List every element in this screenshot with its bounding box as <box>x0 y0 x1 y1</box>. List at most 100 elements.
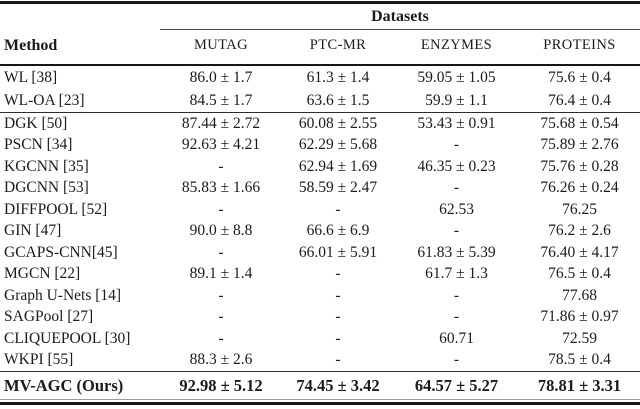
value-cell: 88.3 ± 2.6 <box>189 351 253 368</box>
value-cell: 92.63 ± 4.21 <box>181 136 261 153</box>
table-top-rule <box>0 1 640 4</box>
value-cell: 76.40 ± 4.17 <box>540 243 619 261</box>
value-cell: 71.86 ± 0.97 <box>540 308 619 325</box>
method-cell: DGCNN [53] <box>4 179 89 196</box>
table-row: KGCNN [35] - 62.94 ± 1.69 46.35 ± 0.23 75.76… <box>0 156 640 178</box>
value-cell: 60.08 ± 2.55 <box>282 111 394 134</box>
value-cell: - <box>453 179 460 196</box>
value-cell: - <box>218 200 224 218</box>
method-cell: WL-OA [23] <box>4 91 85 109</box>
table-head: Datasets Method MUTAG PTC-MR ENZYMES PRO… <box>0 4 640 66</box>
value-cell: 75.76 ± 0.28 <box>540 157 619 175</box>
value-cell: 77.68 <box>562 286 597 304</box>
value-cell: 85.83 ± 1.66 <box>181 179 261 196</box>
value-cell: - <box>335 351 341 368</box>
table-row: WKPI [55] 88.3 ± 2.6 - - 78.5 ± 0.4 <box>0 349 640 371</box>
method-cell: DGK [50] <box>0 111 160 134</box>
table-row: Graph U-Nets [14] - - - 77.68 <box>0 285 640 307</box>
method-cell: DIFFPOOL [52] <box>4 200 108 218</box>
table-row: DIFFPOOL [52] - - 62.53 76.25 <box>0 199 640 221</box>
table-row: DGCNN [53] 85.83 ± 1.66 58.59 ± 2.47 - 76.26… <box>0 177 640 199</box>
column-header-proteins: PROTEINS <box>519 29 640 66</box>
table-bottom-rule-thick <box>0 401 640 405</box>
value-cell: 75.89 ± 2.76 <box>540 136 619 153</box>
table-row: GCAPS-CNN[45] - 66.01 ± 5.91 61.83 ± 5.39 76… <box>0 242 640 264</box>
value-cell: 75.6 ± 0.4 <box>548 68 611 86</box>
table-row: MV-AGC (Ours) 92.98 ± 5.12 74.45 ± 3.42 64.… <box>0 370 640 399</box>
value-cell: - <box>453 286 460 304</box>
value-cell: 66.6 ± 6.9 <box>306 222 370 239</box>
table-row: MGCN [22] 89.1 ± 1.4 - 61.7 ± 1.3 76.5 ± 0.4 <box>0 263 640 285</box>
column-header-method: Method <box>0 29 160 66</box>
value-cell: 62.94 ± 1.69 <box>298 157 378 175</box>
method-cell: PSCN [34] <box>4 136 73 153</box>
datasets-group-header: Datasets <box>160 4 640 30</box>
value-cell: 76.2 ± 2.6 <box>548 222 611 239</box>
group-header-row: Datasets <box>0 4 640 30</box>
table-row: WL-OA [23] 84.5 ± 1.7 63.6 ± 1.5 59.9 ± 1.1… <box>0 89 640 113</box>
method-cell: GIN [47] <box>4 222 62 239</box>
method-cell: MV-AGC (Ours) <box>0 370 160 399</box>
value-cell: 92.98 ± 5.12 <box>160 370 282 399</box>
value-cell: 78.81 ± 3.31 <box>519 370 640 399</box>
value-cell: 61.7 ± 1.3 <box>425 265 488 282</box>
value-cell: 75.68 ± 0.54 <box>519 111 640 134</box>
value-cell: 61.83 ± 5.39 <box>417 243 496 261</box>
table-row: DGK [50] 87.44 ± 2.72 60.08 ± 2.55 53.43 ± … <box>0 111 640 134</box>
value-cell: - <box>453 308 460 325</box>
group-header-spacer <box>0 4 160 30</box>
results-table: Datasets Method MUTAG PTC-MR ENZYMES PRO… <box>0 4 640 399</box>
table-row: SAGPool [27] - - - 71.86 ± 0.97 <box>0 306 640 328</box>
value-cell: - <box>335 265 341 282</box>
value-cell: - <box>218 329 224 347</box>
table-row: CLIQUEPOOL [30] - - 60.71 72.59 <box>0 328 640 350</box>
column-header-enzymes: ENZYMES <box>394 29 519 66</box>
value-cell: - <box>453 351 460 368</box>
value-cell: - <box>335 308 341 325</box>
table-row: PSCN [34] 92.63 ± 4.21 62.29 ± 5.68 - 75.89 … <box>0 134 640 156</box>
method-cell: GCAPS-CNN[45] <box>4 243 118 261</box>
value-cell: - <box>218 157 224 175</box>
value-cell: 76.25 <box>562 200 597 218</box>
method-cell: WL [38] <box>4 68 58 86</box>
value-cell: 62.53 <box>439 200 474 218</box>
value-cell: 72.59 <box>562 329 597 347</box>
value-cell: - <box>218 243 224 261</box>
value-cell: 58.59 ± 2.47 <box>298 179 378 196</box>
value-cell: 61.3 ± 1.4 <box>306 68 370 86</box>
value-cell: 53.43 ± 0.91 <box>394 111 519 134</box>
value-cell: 86.0 ± 1.7 <box>189 68 253 86</box>
value-cell: 63.6 ± 1.5 <box>306 91 370 109</box>
value-cell: 90.0 ± 8.8 <box>189 222 253 239</box>
value-cell: 89.1 ± 1.4 <box>189 265 253 282</box>
method-cell: KGCNN [35] <box>4 157 89 175</box>
method-cell: MGCN [22] <box>4 265 81 282</box>
value-cell: 59.9 ± 1.1 <box>425 91 488 109</box>
table-row: GIN [47] 90.0 ± 8.8 66.6 ± 6.9 - 76.2 ± 2.6 <box>0 220 640 242</box>
table-body: WL [38] 86.0 ± 1.7 61.3 ± 1.4 59.05 ± 1.05 7… <box>0 65 640 399</box>
value-cell: - <box>335 200 341 218</box>
value-cell: - <box>335 286 341 304</box>
table-row: WL [38] 86.0 ± 1.7 61.3 ± 1.4 59.05 ± 1.05 7… <box>0 65 640 89</box>
method-cell: CLIQUEPOOL [30] <box>4 329 131 347</box>
value-cell: 62.29 ± 5.68 <box>298 136 378 153</box>
value-cell: - <box>335 329 341 347</box>
value-cell: 87.44 ± 2.72 <box>160 111 282 134</box>
method-cell: SAGPool [27] <box>4 308 94 325</box>
method-cell: WKPI [55] <box>4 351 74 368</box>
value-cell: 76.4 ± 0.4 <box>548 91 611 109</box>
value-cell: 74.45 ± 3.42 <box>282 370 394 399</box>
column-header-mutag: MUTAG <box>160 29 282 66</box>
value-cell: 64.57 ± 5.27 <box>394 370 519 399</box>
value-cell: 76.5 ± 0.4 <box>548 265 611 282</box>
value-cell: - <box>453 136 460 153</box>
value-cell: - <box>453 222 460 239</box>
value-cell: - <box>218 308 224 325</box>
column-header-ptc-mr: PTC-MR <box>282 29 394 66</box>
column-header-row: Method MUTAG PTC-MR ENZYMES PROTEINS <box>0 29 640 66</box>
value-cell: 84.5 ± 1.7 <box>189 91 253 109</box>
value-cell: 76.26 ± 0.24 <box>540 179 619 196</box>
table-bottom-rule-gap <box>0 399 640 402</box>
value-cell: - <box>218 286 224 304</box>
